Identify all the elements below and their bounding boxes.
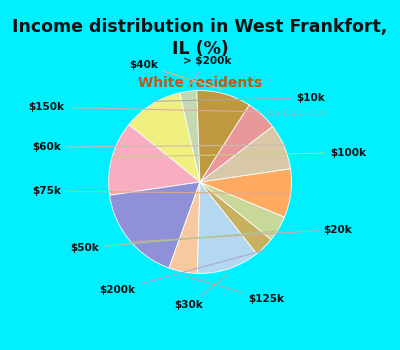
Text: $100k: $100k xyxy=(111,148,366,158)
Wedge shape xyxy=(169,182,200,273)
Wedge shape xyxy=(200,182,284,239)
Text: $60k: $60k xyxy=(32,142,285,152)
Wedge shape xyxy=(129,93,200,182)
Text: $50k: $50k xyxy=(70,231,279,253)
Text: $125k: $125k xyxy=(185,276,284,304)
Wedge shape xyxy=(200,169,292,217)
Text: > $200k: > $200k xyxy=(183,56,232,85)
Text: $40k: $40k xyxy=(129,60,222,90)
Text: $10k: $10k xyxy=(152,93,325,103)
Wedge shape xyxy=(200,126,290,182)
Wedge shape xyxy=(110,182,200,268)
Text: City-Data.com: City-Data.com xyxy=(264,109,328,118)
Wedge shape xyxy=(108,125,200,195)
Text: $200k: $200k xyxy=(100,250,264,295)
Wedge shape xyxy=(197,182,257,273)
Text: White residents: White residents xyxy=(138,76,262,90)
Text: $30k: $30k xyxy=(175,274,228,310)
Text: $75k: $75k xyxy=(32,186,292,196)
Text: $20k: $20k xyxy=(129,225,352,242)
Text: $150k: $150k xyxy=(29,102,262,112)
Wedge shape xyxy=(200,182,271,254)
Wedge shape xyxy=(180,91,200,182)
Wedge shape xyxy=(200,105,272,182)
Text: Income distribution in West Frankfort,
IL (%): Income distribution in West Frankfort, I… xyxy=(12,18,388,58)
Wedge shape xyxy=(197,91,249,182)
